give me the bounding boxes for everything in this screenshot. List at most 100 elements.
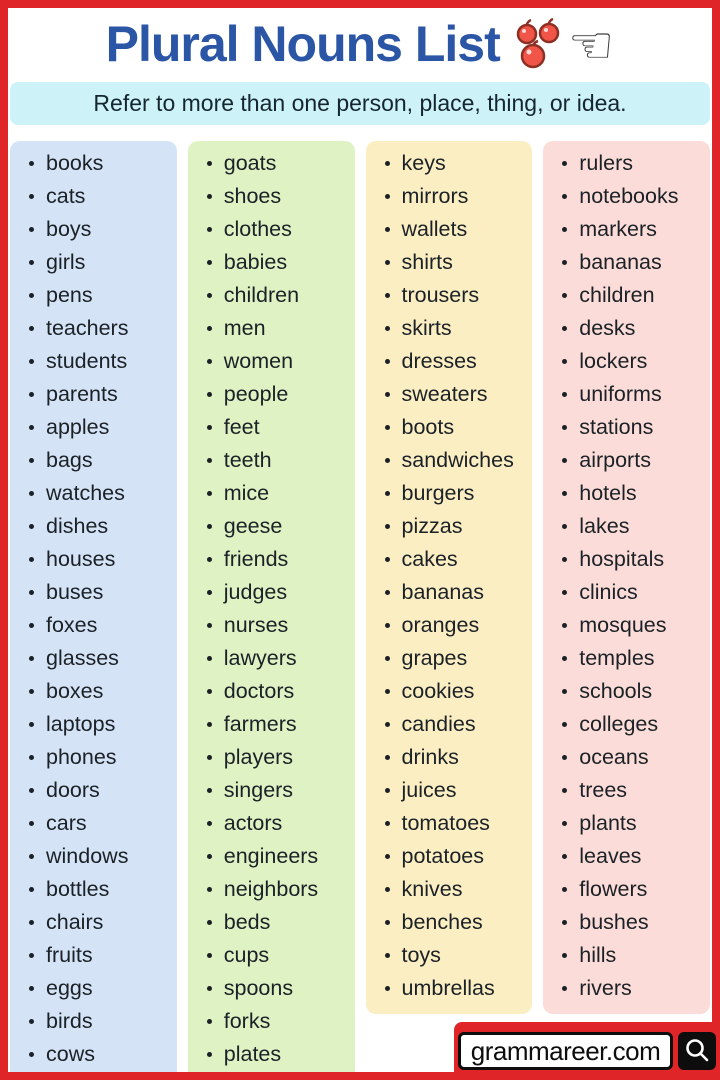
noun-item: farmers — [200, 708, 353, 741]
noun-item: burgers — [378, 477, 531, 510]
noun-item: nurses — [200, 609, 353, 642]
noun-item: glasses — [22, 642, 175, 675]
noun-item: dishes — [22, 510, 175, 543]
noun-item: engineers — [200, 840, 353, 873]
noun-item: neighbors — [200, 873, 353, 906]
noun-item: pizzas — [378, 510, 531, 543]
noun-item: notebooks — [555, 180, 708, 213]
noun-item: people — [200, 378, 353, 411]
noun-item: clinics — [555, 576, 708, 609]
noun-item: schools — [555, 675, 708, 708]
noun-item: wallets — [378, 213, 531, 246]
noun-item: pens — [22, 279, 175, 312]
noun-item: children — [555, 279, 708, 312]
noun-item: sweaters — [378, 378, 531, 411]
noun-item: dresses — [378, 345, 531, 378]
page-title: Plural Nouns List — [105, 16, 501, 72]
noun-item: umbrellas — [378, 972, 531, 1005]
noun-item: forks — [200, 1005, 353, 1038]
noun-item: fruits — [22, 939, 175, 972]
noun-item: geese — [200, 510, 353, 543]
noun-item: doors — [22, 774, 175, 807]
noun-item: lakes — [555, 510, 708, 543]
noun-item: hills — [555, 939, 708, 972]
noun-item: cows — [22, 1038, 175, 1071]
noun-item: houses — [22, 543, 175, 576]
noun-item: shirts — [378, 246, 531, 279]
subtitle-banner: Refer to more than one person, place, th… — [10, 82, 710, 125]
noun-item: drinks — [378, 741, 531, 774]
website-text: grammareer.com — [470, 1035, 661, 1066]
noun-item: stations — [555, 411, 708, 444]
noun-item: hospitals — [555, 543, 708, 576]
noun-item: grapes — [378, 642, 531, 675]
noun-item: knives — [378, 873, 531, 906]
noun-item: goats — [200, 147, 353, 180]
noun-item: books — [22, 147, 175, 180]
noun-item: spoons — [200, 972, 353, 1005]
noun-item: apples — [22, 411, 175, 444]
noun-item: flowers — [555, 873, 708, 906]
noun-list-1: books cats boys girls pens teachers students pa… — [22, 147, 175, 1071]
noun-item: singers — [200, 774, 353, 807]
noun-item: boys — [22, 213, 175, 246]
noun-item: friends — [200, 543, 353, 576]
noun-item: teachers — [22, 312, 175, 345]
noun-item: benches — [378, 906, 531, 939]
noun-item: teeth — [200, 444, 353, 477]
noun-item: feet — [200, 411, 353, 444]
noun-item: rulers — [555, 147, 708, 180]
noun-item: temples — [555, 642, 708, 675]
noun-item: birds — [22, 1005, 175, 1038]
noun-column-2: goats shoes clothes babies children men women p… — [187, 141, 355, 1080]
noun-item: plants — [555, 807, 708, 840]
website-link[interactable]: grammareer.com — [457, 1032, 674, 1070]
noun-item: hotels — [555, 477, 708, 510]
noun-item: doctors — [200, 675, 353, 708]
noun-item: buses — [22, 576, 175, 609]
noun-item: bananas — [555, 246, 708, 279]
noun-item: boots — [378, 411, 531, 444]
noun-item: mice — [200, 477, 353, 510]
noun-item: leaves — [555, 840, 708, 873]
apples-icon — [512, 18, 568, 70]
noun-item: desks — [555, 312, 708, 345]
noun-item: actors — [200, 807, 353, 840]
magnifying-glass-icon[interactable] — [678, 1032, 717, 1070]
noun-item: colleges — [555, 708, 708, 741]
noun-item: plates — [200, 1038, 353, 1071]
noun-list-4: rulers notebooks markers bananas children des… — [555, 147, 708, 1005]
noun-column-4: rulers notebooks markers bananas children des… — [543, 141, 710, 1014]
header: Plural Nouns List ☜ — [14, 12, 706, 76]
subtitle-text: Refer to more than one person, place, th… — [93, 90, 627, 116]
noun-item: juices — [378, 774, 531, 807]
noun-list-2: goats shoes clothes babies children men women p… — [200, 147, 353, 1071]
noun-item: bottles — [22, 873, 175, 906]
noun-item: phones — [22, 741, 175, 774]
noun-item: children — [200, 279, 353, 312]
noun-item: cats — [22, 180, 175, 213]
noun-item: boxes — [22, 675, 175, 708]
noun-item: oranges — [378, 609, 531, 642]
columns: books cats boys girls pens teachers students pa… — [10, 141, 710, 1080]
noun-item: bushes — [555, 906, 708, 939]
noun-column-3: keys mirrors wallets shirts trousers skirts dr… — [365, 141, 533, 1014]
noun-item: windows — [22, 840, 175, 873]
noun-item: tomatoes — [378, 807, 531, 840]
noun-item: mirrors — [378, 180, 531, 213]
pointing-hand-icon: ☜ — [567, 17, 615, 75]
noun-item: skirts — [378, 312, 531, 345]
noun-item: players — [200, 741, 353, 774]
noun-item: cookies — [378, 675, 531, 708]
noun-item: cups — [200, 939, 353, 972]
noun-item: mosques — [555, 609, 708, 642]
noun-item: lawyers — [200, 642, 353, 675]
noun-item: sandwiches — [378, 444, 531, 477]
noun-item: women — [200, 345, 353, 378]
noun-item: men — [200, 312, 353, 345]
noun-item: parents — [22, 378, 175, 411]
footer: grammareer.com — [454, 1022, 720, 1080]
noun-item: markers — [555, 213, 708, 246]
noun-item: cakes — [378, 543, 531, 576]
